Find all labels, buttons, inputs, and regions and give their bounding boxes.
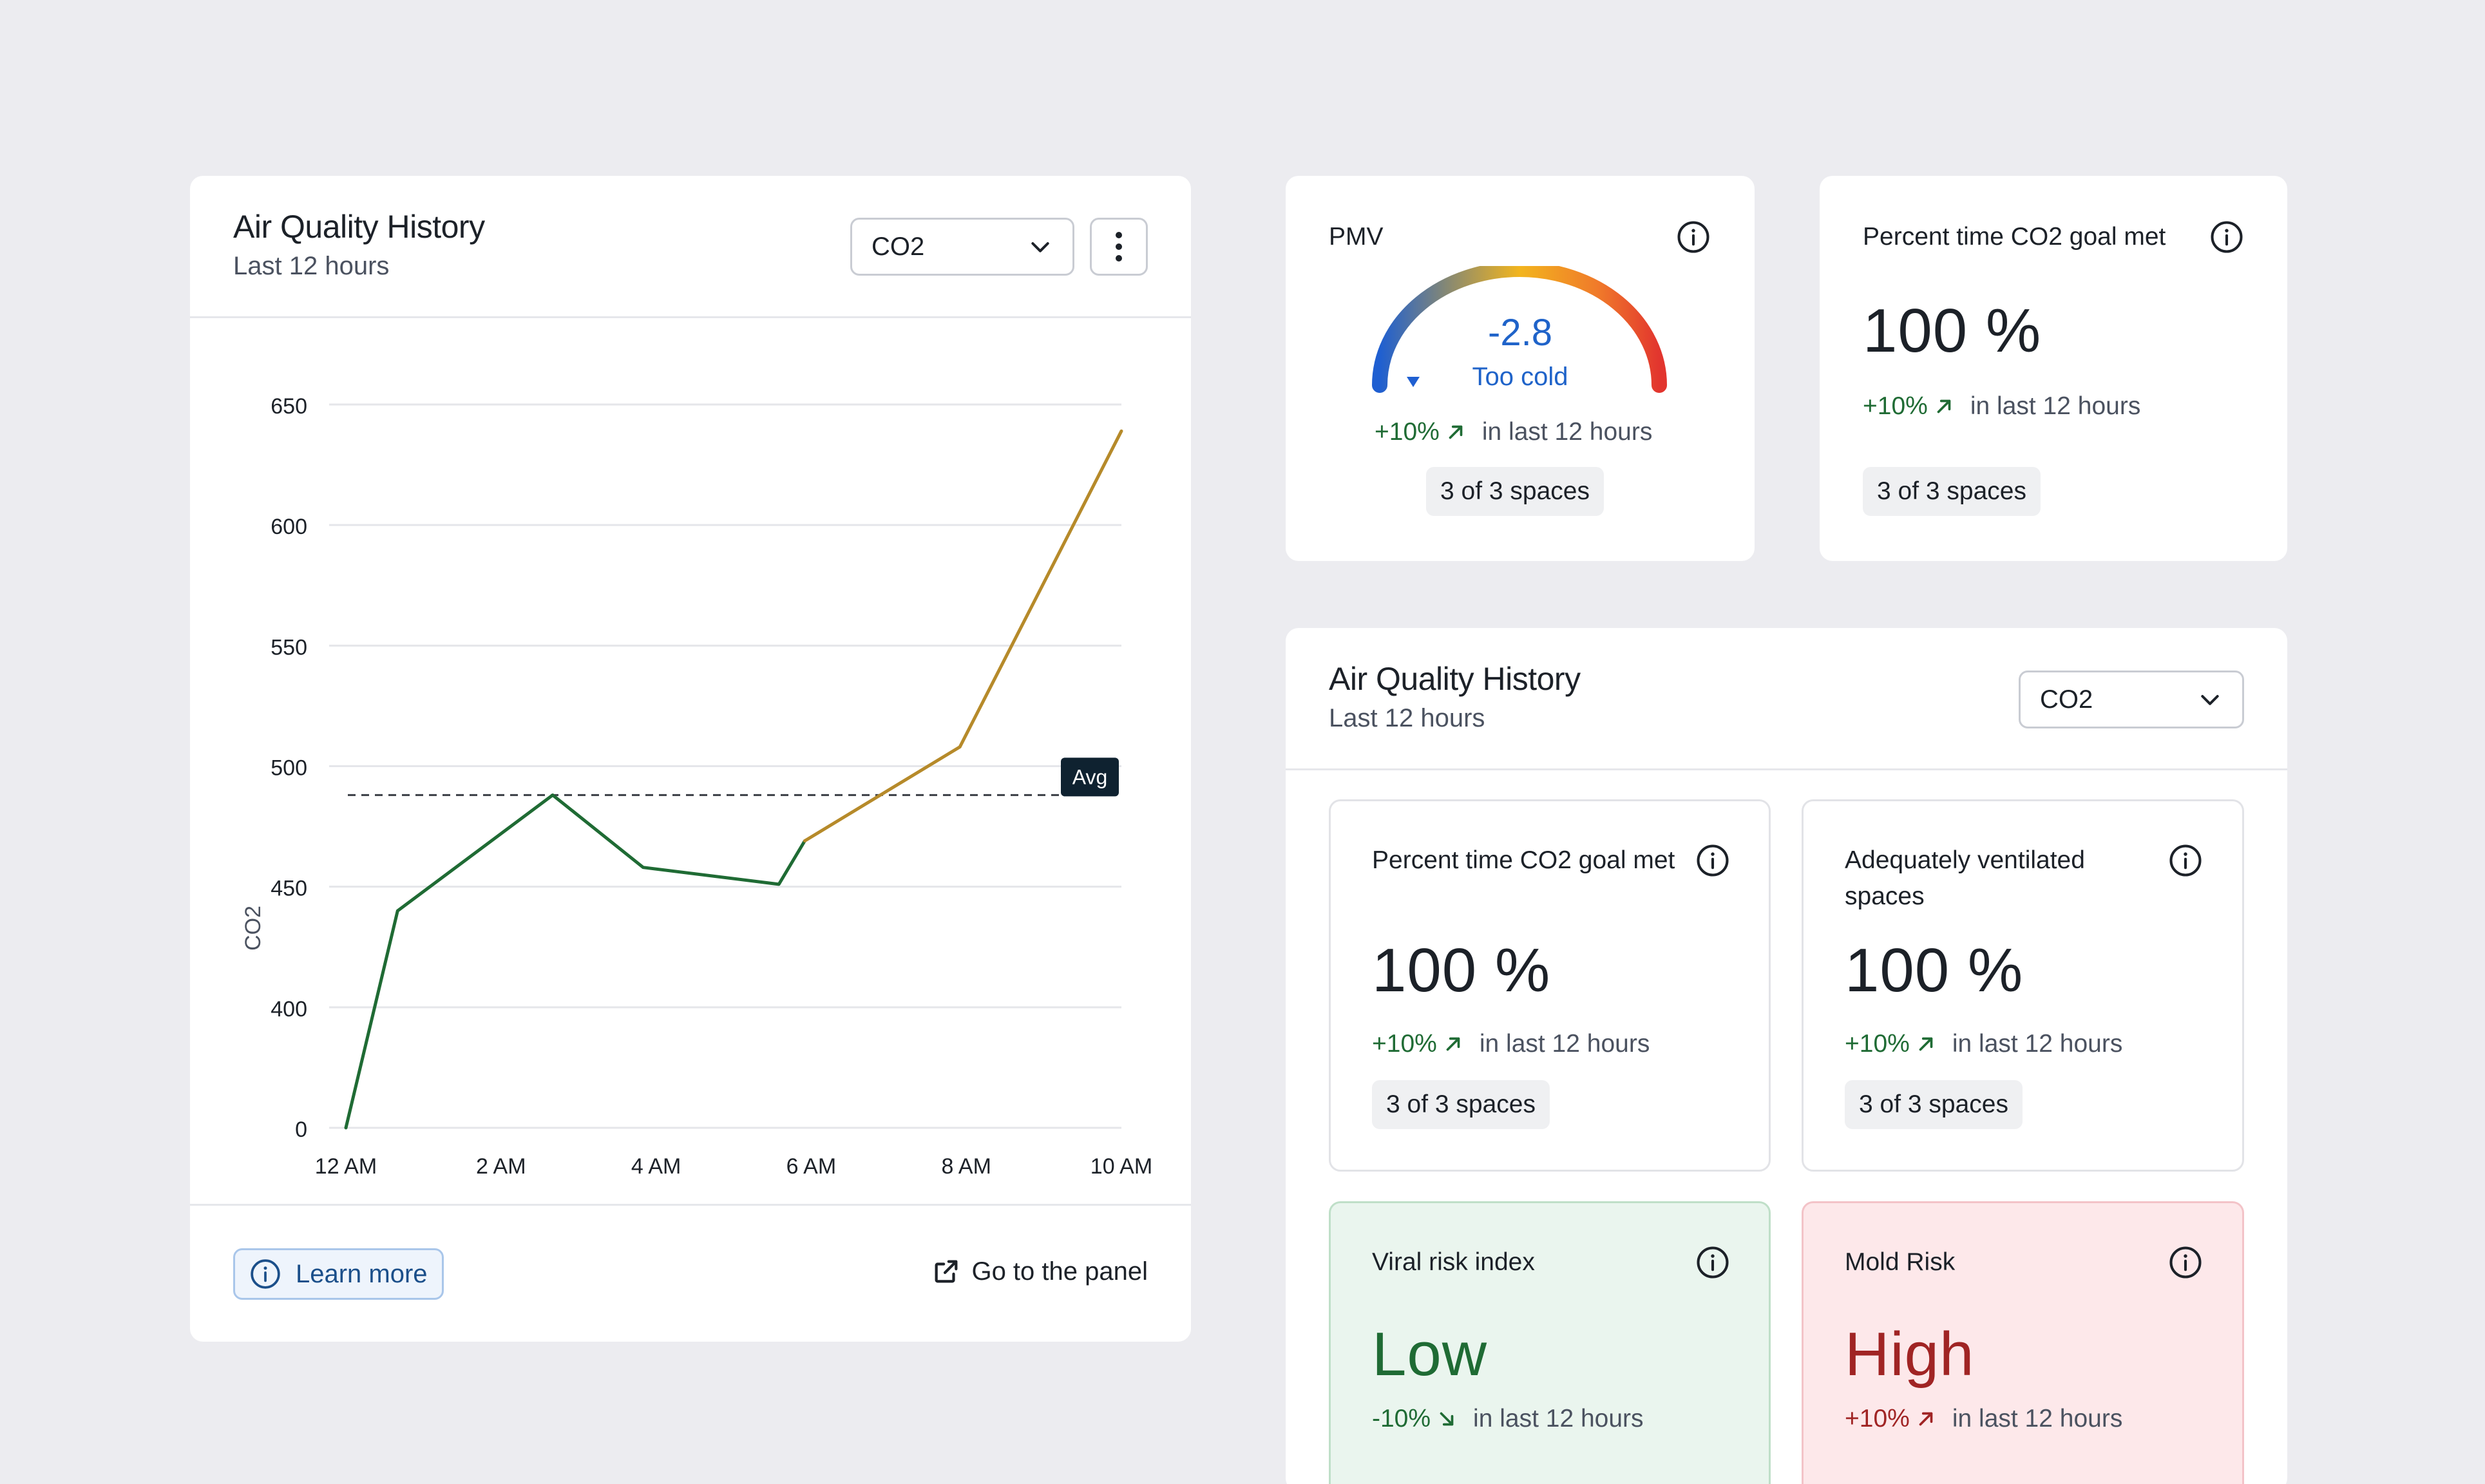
co2-goal-metric-card: Percent time CO2 goal met 100 % +10% in … xyxy=(1329,799,1771,1172)
series-line-1 xyxy=(803,429,1123,842)
info-icon[interactable] xyxy=(1695,1245,1730,1280)
info-icon[interactable] xyxy=(1676,220,1711,254)
spaces-badge: 3 of 3 spaces xyxy=(1845,1080,2023,1129)
trend-period: in last 12 hours xyxy=(1952,1405,2123,1432)
more-vertical-icon xyxy=(1116,232,1122,262)
trend-percent: -10% xyxy=(1372,1405,1431,1432)
air-quality-history-panel: Air Quality History Last 12 hours CO2 Pe… xyxy=(1286,628,2287,1484)
trend-period: in last 12 hours xyxy=(1970,392,2141,420)
pmv-value: -2.8 xyxy=(1488,312,1552,354)
x-tick-label: 12 AM xyxy=(315,1154,377,1179)
footer-divider xyxy=(190,1204,1191,1206)
metric-trend: +10% in last 12 hours xyxy=(1845,1030,2122,1058)
trend-period: in last 12 hours xyxy=(1481,418,1653,446)
y-tick-label: 500 xyxy=(271,756,307,781)
external-link-icon xyxy=(935,1260,958,1283)
mold-risk-trend: +10% in last 12 hours xyxy=(1845,1405,2122,1433)
learn-more-button[interactable]: Learn more xyxy=(233,1248,444,1300)
go-to-panel-link[interactable]: Go to the panel xyxy=(931,1257,1148,1286)
gauge-marker-icon xyxy=(1407,377,1420,387)
info-icon xyxy=(251,1259,280,1289)
metric-value: 100 % xyxy=(1372,936,1551,1005)
viral-risk-value: Low xyxy=(1372,1320,1488,1389)
metric-select-value: CO2 xyxy=(2040,685,2093,714)
viral-risk-card: Viral risk index Low -10% in last 12 hou… xyxy=(1329,1201,1771,1484)
trend-percent: +10% xyxy=(1372,1030,1437,1058)
pmv-title: PMV xyxy=(1329,223,1384,251)
spaces-badge: 3 of 3 spaces xyxy=(1426,467,1604,516)
trend-up-icon xyxy=(1445,421,1467,443)
average-label: Avg xyxy=(1072,765,1108,788)
mold-risk-card: Mold Risk High +10% in last 12 hours xyxy=(1802,1201,2244,1484)
pmv-status: Too cold xyxy=(1472,363,1568,391)
trend-percent: +10% xyxy=(1845,1405,1910,1432)
spaces-badge: 3 of 3 spaces xyxy=(1863,467,2041,516)
learn-more-label: Learn more xyxy=(296,1259,428,1288)
ventilated-spaces-metric-card: Adequately ventilated spaces 100 % +10% … xyxy=(1802,799,2244,1172)
trend-percent: +10% xyxy=(1863,392,1928,420)
average-badge xyxy=(1061,757,1119,797)
co2-goal-trend: +10% in last 12 hours xyxy=(1863,392,2140,421)
co2-line-chart: 0 400 450 500 550 600 650 12 AM 2 AM 4 AM 6 AM 8 AM… xyxy=(241,394,1152,1179)
metric-trend: +10% in last 12 hours xyxy=(1372,1030,1650,1058)
y-tick-label: 400 xyxy=(271,997,307,1022)
trend-up-icon xyxy=(1442,1033,1464,1055)
co2-goal-title: Percent time CO2 goal met xyxy=(1863,223,2166,251)
x-tick-label: 2 AM xyxy=(476,1154,526,1179)
x-tick-label: 10 AM xyxy=(1090,1154,1152,1179)
go-to-panel-label: Go to the panel xyxy=(971,1257,1148,1286)
trend-percent: +10% xyxy=(1845,1030,1910,1058)
panel-title: Air Quality History xyxy=(1329,661,1581,697)
pmv-gauge xyxy=(1372,266,1667,393)
co2-goal-card: Percent time CO2 goal met 100 % +10% in … xyxy=(1820,176,2287,561)
panel-subtitle: Last 12 hours xyxy=(1329,704,1485,732)
spaces-badge: 3 of 3 spaces xyxy=(1372,1080,1550,1129)
metric-value: 100 % xyxy=(1845,936,2024,1005)
air-quality-history-card: Air Quality History Last 12 hours CO2 0 4… xyxy=(190,176,1191,1342)
trend-period: in last 12 hours xyxy=(1479,1030,1650,1058)
viral-risk-title: Viral risk index xyxy=(1372,1248,1535,1276)
y-tick-label: 550 xyxy=(271,635,307,660)
trend-down-icon xyxy=(1436,1408,1458,1430)
y-axis-label: CO2 xyxy=(241,906,265,951)
x-tick-label: 4 AM xyxy=(631,1154,681,1179)
metric-select-value: CO2 xyxy=(871,232,925,261)
trend-up-icon xyxy=(1933,395,1955,417)
trend-period: in last 12 hours xyxy=(1473,1405,1644,1432)
info-icon[interactable] xyxy=(2209,220,2244,254)
x-tick-label: 6 AM xyxy=(786,1154,836,1179)
metric-select[interactable]: CO2 xyxy=(2019,671,2244,728)
trend-percent: +10% xyxy=(1375,418,1440,446)
metric-title: Adequately ventilated spaces xyxy=(1845,846,2085,910)
co2-goal-value: 100 % xyxy=(1863,296,2042,365)
trend-up-icon xyxy=(1915,1033,1937,1055)
metric-select[interactable]: CO2 xyxy=(850,218,1074,276)
y-tick-label: 0 xyxy=(295,1118,307,1142)
chevron-down-icon xyxy=(1027,234,1053,260)
header-divider xyxy=(190,316,1191,318)
viral-risk-trend: -10% in last 12 hours xyxy=(1372,1405,1644,1433)
info-icon[interactable] xyxy=(2168,843,2203,878)
mold-risk-title: Mold Risk xyxy=(1845,1248,1956,1276)
x-tick-label: 8 AM xyxy=(941,1154,991,1179)
info-icon[interactable] xyxy=(2168,1245,2203,1280)
pmv-trend: +10% in last 12 hours xyxy=(1375,418,1652,446)
series-line-0 xyxy=(344,793,806,1130)
chevron-down-icon xyxy=(2197,687,2223,712)
trend-period: in last 12 hours xyxy=(1952,1030,2123,1058)
mold-risk-value: High xyxy=(1845,1320,1975,1389)
y-tick-label: 450 xyxy=(271,877,307,901)
card-title: Air Quality History xyxy=(233,209,485,245)
y-tick-label: 650 xyxy=(271,394,307,419)
panel-divider xyxy=(1286,768,2287,770)
metric-title: Percent time CO2 goal met xyxy=(1372,846,1675,874)
panel-header: Air Quality History Last 12 hours xyxy=(1329,660,1581,733)
pmv-card: PMV -2.8 Too cold +10% in last 12 hours … xyxy=(1286,176,1755,561)
card-header: Air Quality History Last 12 hours xyxy=(233,208,485,281)
info-icon[interactable] xyxy=(1695,843,1730,878)
trend-up-icon xyxy=(1915,1408,1937,1430)
card-subtitle: Last 12 hours xyxy=(233,252,390,280)
more-menu-button[interactable] xyxy=(1090,218,1148,276)
y-tick-label: 600 xyxy=(271,515,307,539)
